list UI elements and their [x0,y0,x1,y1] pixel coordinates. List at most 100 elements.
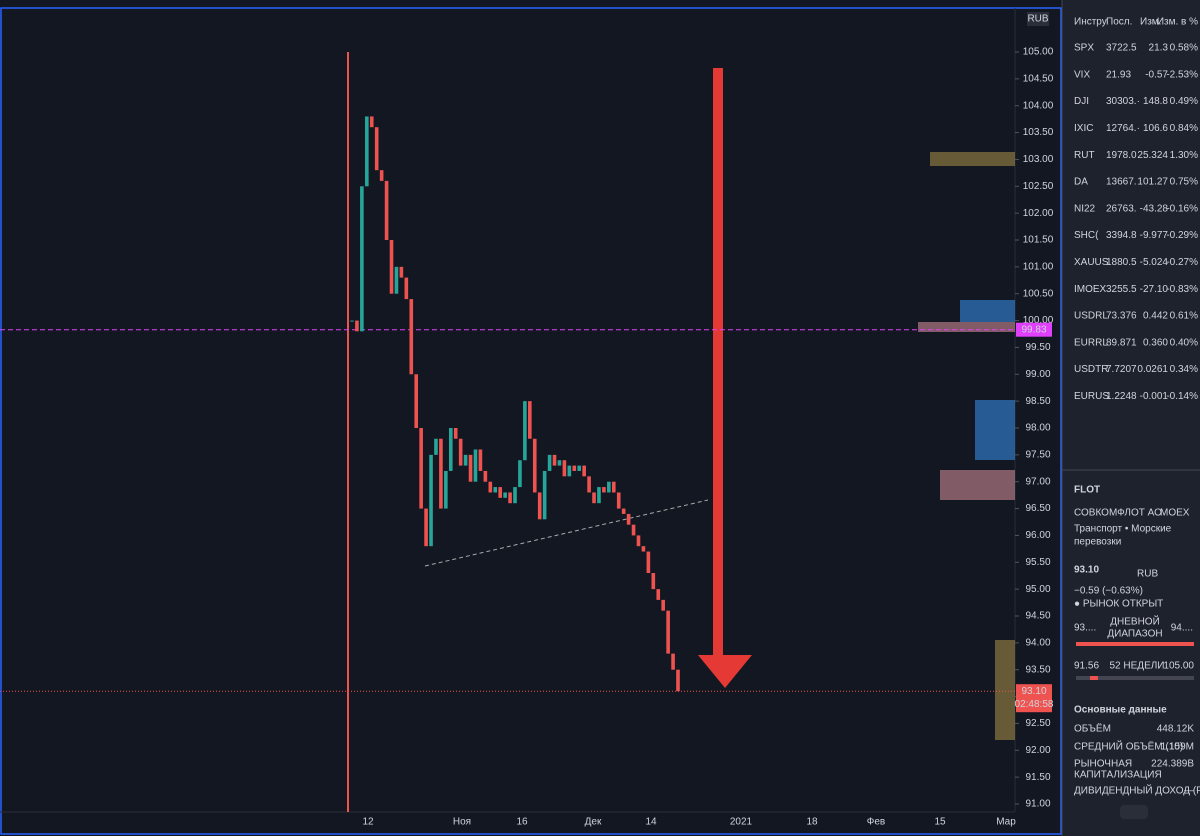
wl-symbol: SHC( [1074,230,1099,241]
price-tick-label: 100.50 [1023,288,1054,299]
wl-symbol: USDRL [1074,311,1108,322]
price-tick-label: 95.00 [1025,584,1050,595]
price-tick-label: 104.00 [1023,100,1054,111]
price-tick-label: 99.50 [1025,342,1050,353]
price-tick-label: 103.50 [1023,127,1054,138]
candle [616,492,621,509]
col-header: Изм. в % [1157,17,1198,28]
candle [513,487,517,504]
wl-change-pct: 1.30% [1170,150,1198,161]
wl-change-pct: -0.16% [1166,203,1198,214]
candle [587,476,591,493]
wl-change: 21.3 [1149,43,1169,54]
candle [646,551,651,574]
candle [661,599,665,611]
arrow-head [698,655,752,688]
price-tick-label: 99.00 [1025,369,1050,380]
status: ● РЫНОК ОТКРЫТ [1074,599,1163,610]
candle [355,320,359,332]
wl-last: 13667. [1106,177,1137,188]
wl-change: 0.360 [1143,337,1168,348]
day-high: 94.... [1171,623,1193,634]
time-label: Дек [585,817,602,828]
candle [666,610,670,654]
day-label: ДИАПАЗОН [1107,629,1162,640]
wl-symbol: RUT [1074,150,1095,161]
candle [369,116,374,128]
price-tick-label: 101.50 [1023,235,1054,246]
wl-last: 3255.5 [1106,284,1137,295]
wl-last: 12764.· [1106,123,1140,134]
w52-range-bar [1076,676,1194,680]
candle [528,401,532,439]
candle [365,116,369,187]
candle [444,470,448,509]
wl-change: 0.442 [1143,311,1168,322]
candle [478,449,483,471]
sector: Транспорт • Морские [1074,524,1172,535]
wl-change-pct: -0.83% [1166,284,1198,295]
chart-frame [0,7,1062,835]
wl-symbol: SPX [1074,43,1094,54]
candle [597,487,601,504]
wl-change: -5.024 [1140,257,1169,268]
candle [547,454,552,471]
candle [404,277,409,300]
time-label: 15 [934,817,946,828]
candle [389,240,394,294]
wl-change: 106.6 [1143,123,1168,134]
price-tick-label: 100.00 [1023,315,1054,326]
marker-tag [1016,322,1052,337]
time-label: Ноя [453,817,471,828]
wl-symbol: VIX [1074,69,1090,80]
candle [498,487,502,498]
price-tick-label: 92.50 [1025,718,1050,729]
stat-value: 1.159M [1161,742,1194,753]
candle [429,454,433,547]
candle [572,465,577,471]
candle [394,266,399,294]
stat-value: — [1184,786,1194,797]
wl-change-pct: 0.40% [1170,337,1198,348]
wl-change-pct: -0.14% [1166,391,1198,402]
wl-change-pct: -2.53% [1166,69,1198,80]
price-tick-label: 97.50 [1025,449,1050,460]
stat-value: 448.12K [1157,724,1195,735]
price-tick-label: 101.00 [1023,261,1054,272]
wl-change: 101.27 [1137,177,1168,188]
change: −0.59 (−0.63%) [1074,586,1143,597]
candle [626,513,631,525]
price-tick-label: 93.50 [1025,664,1050,675]
price-tick-label: 97.00 [1025,476,1050,487]
candle [557,460,562,466]
w52-label: 52 НЕДЕЛИ [1110,661,1165,672]
wl-change-pct: 0.34% [1170,364,1198,375]
wl-last: 7.7207 [1106,364,1137,375]
wl-last: 1880.5 [1106,257,1137,268]
time-label: 2021 [730,817,753,828]
stat-label: РЫНОЧНАЯ [1074,759,1132,770]
wl-last: 73.376 [1106,311,1137,322]
candle [379,170,384,181]
time-label: 12 [362,817,374,828]
candle [384,180,389,240]
time-label: 14 [645,817,657,828]
candle [567,465,572,477]
price-tick-label: 96.50 [1025,503,1050,514]
candle [577,465,582,471]
candle [434,438,438,455]
candle [350,320,354,322]
col-header: Посл. [1106,17,1132,28]
side-panel [1062,0,1200,836]
expand-button[interactable] [1120,805,1148,819]
candle [439,438,443,509]
candle [473,449,478,482]
wl-change-pct: 0.49% [1170,96,1198,107]
company: СОВКОМФЛОТ АО [1074,508,1162,519]
wl-change: -0.57 [1145,69,1168,80]
candle [503,492,507,498]
w52-range-fill [1090,676,1098,680]
wl-last: 1.2248 [1106,391,1137,402]
wl-symbol: EURUS [1074,391,1109,402]
